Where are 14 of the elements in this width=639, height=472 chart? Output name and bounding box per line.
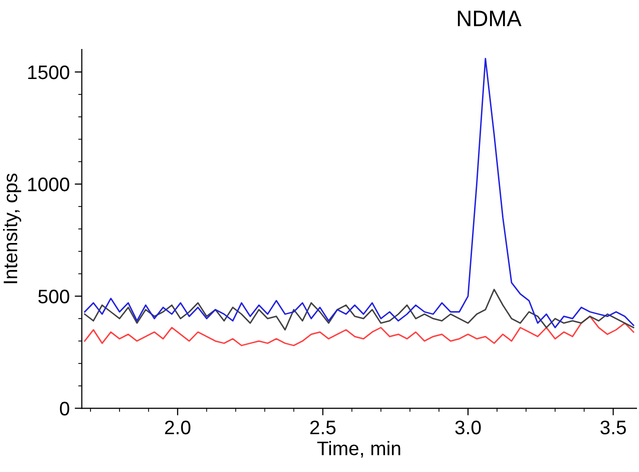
y-tick-label: 0 [60, 402, 70, 416]
x-tick-label: 2.5 [310, 420, 336, 434]
y-tick-label: 1000 [28, 178, 70, 192]
line-series [84, 58, 634, 328]
x-tick-label: 3.5 [600, 420, 626, 434]
x-axis-title: Time, min [317, 440, 400, 458]
y-axis-title: Intensity, cps [3, 174, 22, 284]
x-tick-label: 2.0 [165, 420, 190, 434]
line-series [84, 288, 634, 331]
x-tick-label: 3.0 [455, 420, 481, 434]
line-series [84, 316, 634, 346]
y-tick-label: 1500 [28, 65, 70, 80]
text: NDMA [458, 10, 522, 26]
y-tick-label: 500 [38, 290, 70, 304]
